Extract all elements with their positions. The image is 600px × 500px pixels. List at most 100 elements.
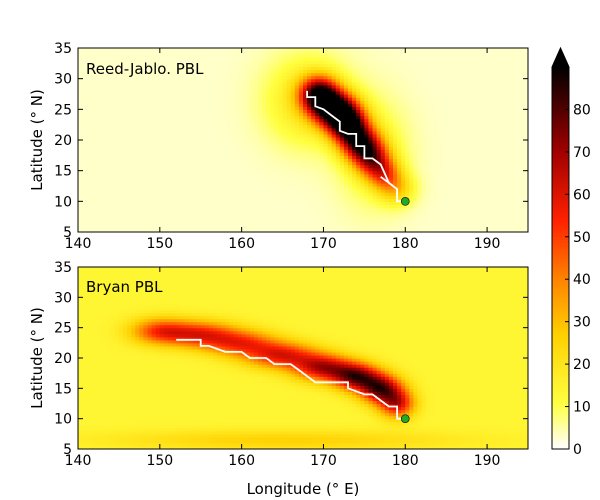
heat-cell [163, 167, 169, 172]
heat-cell [335, 170, 341, 175]
heat-cell [245, 121, 251, 126]
heat-cell [245, 164, 251, 169]
heat-cell [147, 121, 153, 126]
heat-cell [388, 90, 394, 95]
heat-cell [352, 87, 357, 92]
heat-cell [315, 140, 320, 144]
heat-cell [98, 204, 104, 209]
heat-cell [135, 69, 140, 74]
heat-cell [307, 115, 312, 120]
heat-cell [200, 210, 206, 215]
heat-cell [188, 130, 194, 135]
heat-cell [323, 173, 329, 178]
heat-cell [303, 182, 308, 187]
heat-cell [372, 140, 378, 144]
heat-cell [78, 127, 83, 132]
heat-cell [307, 204, 312, 209]
heat-cell [221, 186, 226, 190]
heat-cell [241, 94, 247, 98]
heat-cell [139, 179, 145, 184]
heat-cell [397, 207, 402, 212]
heat-cell [147, 78, 153, 83]
heat-cell [352, 213, 357, 218]
heat-cell [348, 81, 353, 86]
heat-cell [237, 109, 243, 113]
heat-cell [323, 210, 329, 215]
heat-cell [139, 201, 145, 205]
heat-cell [225, 198, 230, 202]
heat-cell [335, 143, 341, 147]
heat-cell [315, 195, 320, 199]
heat-cell [184, 84, 190, 89]
heat-cell [327, 97, 333, 101]
heat-cell [286, 136, 292, 141]
heat-cell [368, 60, 374, 64]
heat-cell [327, 94, 333, 98]
heat-cell [380, 213, 386, 218]
heat-cell [217, 155, 222, 159]
heat-cell [413, 173, 419, 178]
heat-cell [327, 201, 333, 205]
heat-cell [110, 130, 116, 135]
heat-cell [368, 161, 374, 166]
heat-cell [348, 121, 353, 126]
heat-cell [163, 100, 169, 104]
heat-cell [368, 155, 374, 159]
heat-cell [315, 48, 320, 52]
heat-cell [286, 112, 292, 117]
heat-cell [348, 222, 353, 227]
heat-cell [237, 201, 243, 205]
heat-cell [307, 222, 312, 227]
heat-cell [356, 124, 361, 129]
heat-cell [237, 54, 243, 58]
heat-cell [229, 84, 235, 89]
heat-cell [135, 155, 140, 159]
heat-cell [237, 81, 243, 86]
heat-cell [184, 130, 190, 135]
heat-cell [315, 112, 320, 117]
heat-cell [393, 100, 398, 104]
heat-cell [348, 127, 353, 132]
heat-cell [86, 216, 91, 221]
heat-cell [397, 219, 402, 224]
heat-cell [110, 146, 116, 150]
heat-cell [368, 127, 374, 132]
heat-cell [106, 136, 112, 141]
heat-cell [78, 216, 83, 221]
heat-cell [323, 130, 329, 135]
heat-cell [98, 87, 104, 92]
heat-cell [225, 216, 230, 221]
heat-cell [90, 87, 95, 92]
heat-cell [405, 204, 410, 209]
heat-cell [270, 103, 275, 107]
heat-cell [364, 69, 370, 74]
heat-cell [237, 75, 243, 80]
heat-cell [376, 158, 382, 163]
heat-cell [159, 112, 165, 117]
heat-cell [155, 140, 161, 144]
heat-cell [290, 164, 296, 169]
heat-cell [233, 94, 239, 98]
heat-cell [327, 152, 333, 156]
heat-cell [237, 222, 243, 227]
heat-cell [380, 106, 386, 110]
heat-cell [155, 112, 161, 117]
heat-cell [233, 149, 239, 153]
heat-cell [348, 192, 353, 196]
heat-cell [405, 90, 410, 95]
heat-cell [118, 140, 124, 144]
heat-cell [114, 130, 120, 135]
heat-cell [339, 90, 345, 95]
heat-cell [397, 213, 402, 218]
heat-cell [409, 182, 415, 187]
heat-cell [208, 192, 214, 196]
heat-cell [290, 225, 296, 230]
heat-cell [253, 87, 259, 92]
heat-cell [307, 219, 312, 224]
heat-cell [413, 225, 419, 230]
heat-cell [102, 143, 108, 147]
heat-cell [188, 179, 194, 184]
heat-cell [245, 222, 251, 227]
heat-cell [253, 182, 259, 187]
heat-cell [401, 63, 406, 67]
